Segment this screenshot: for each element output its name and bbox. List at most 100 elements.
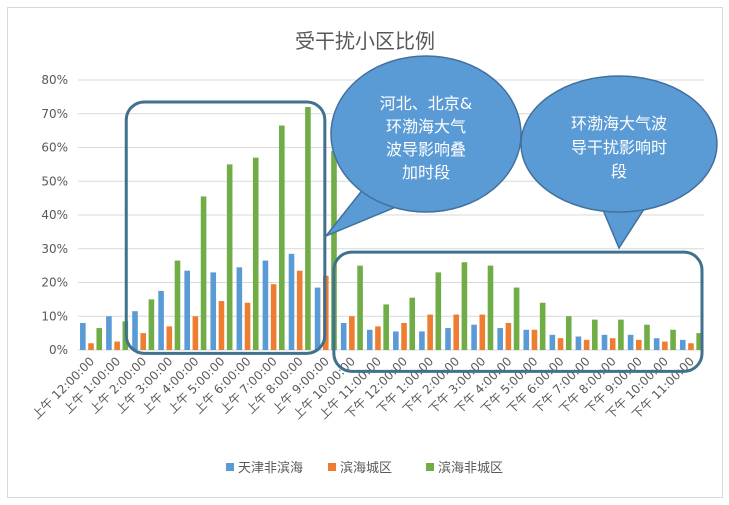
bar: [210, 272, 217, 350]
callout-text: 河北、北京&: [380, 94, 472, 113]
y-tick-label: 20%: [41, 276, 68, 290]
bar: [487, 265, 494, 350]
y-tick-label: 80%: [41, 73, 68, 87]
bar: [539, 302, 546, 350]
legend-swatch: [328, 463, 336, 471]
bar: [601, 334, 608, 350]
bar: [174, 260, 181, 350]
bar: [557, 338, 564, 350]
bar: [549, 334, 556, 350]
bar: [244, 302, 251, 350]
bar: [592, 319, 598, 350]
y-tick-label: 30%: [41, 242, 68, 256]
y-tick-label: 60%: [41, 141, 68, 155]
bar: [435, 272, 442, 350]
bar: [427, 314, 433, 350]
callout-text: 环渤海大气: [386, 117, 466, 136]
bar: [531, 329, 538, 350]
bar: [393, 331, 399, 350]
legend-label: 滨海非城区: [438, 460, 503, 476]
bar: [445, 328, 451, 350]
bar: [262, 260, 269, 350]
legend-label: 天津非滨海: [238, 460, 303, 476]
bar: [192, 316, 199, 350]
bar: [644, 324, 650, 350]
highlight-box: [124, 100, 327, 355]
y-tick-label: 70%: [41, 107, 68, 121]
chart-title: 受干扰小区比例: [295, 29, 435, 53]
bar: [80, 323, 86, 350]
y-tick-label: 0%: [49, 343, 68, 357]
bar: [513, 287, 520, 350]
bar: [106, 316, 112, 350]
bar: [670, 329, 676, 350]
callout-bubble: [330, 55, 522, 213]
bar: [279, 125, 285, 350]
bar: [679, 339, 686, 350]
bar: [349, 316, 355, 350]
bar: [505, 323, 512, 350]
chart-frame: 受干扰小区比例 0% 10% 20% 30% 40% 50% 60% 70% 80% 上午 12…: [7, 7, 723, 498]
bar: [305, 107, 311, 350]
bar: [184, 270, 190, 350]
bar: [453, 314, 460, 350]
bar: [583, 339, 590, 350]
bar: [653, 338, 660, 350]
bar: [140, 333, 147, 350]
y-tick-label: 40%: [41, 208, 68, 222]
legend-item: 天津非滨海: [226, 460, 303, 476]
bar: [409, 297, 416, 350]
bar: [331, 150, 337, 350]
legend-item: 滨海城区: [328, 460, 392, 476]
bar: [270, 284, 277, 350]
bar: [366, 329, 373, 350]
callout-text: 波导影响叠: [386, 140, 466, 159]
bar: [226, 164, 233, 350]
bar: [696, 333, 702, 350]
bar: [296, 270, 303, 350]
callout-bubble: [520, 75, 718, 213]
legend-swatch: [226, 463, 234, 471]
bar: [158, 290, 164, 350]
highlight-box: [332, 250, 704, 373]
bar: [383, 304, 389, 350]
bar: [375, 326, 381, 350]
bar: [357, 265, 363, 350]
bar: [419, 331, 425, 350]
bar: [479, 314, 486, 350]
bar: [635, 339, 642, 350]
bar: [609, 338, 616, 350]
bar: [314, 287, 321, 350]
y-tick-label: 50%: [41, 174, 68, 188]
callout-text: 导干扰影响时: [571, 138, 667, 157]
bar: [218, 301, 225, 350]
bar: [627, 334, 634, 350]
bar: [618, 319, 624, 350]
callout-text: 加时段: [402, 163, 450, 182]
bar: [497, 328, 503, 350]
legend: 天津非滨海 滨海城区 滨海非城区: [226, 460, 503, 476]
bar: [565, 316, 572, 350]
y-tick-label: 10%: [41, 309, 68, 323]
bar: [288, 253, 295, 350]
bar: [575, 336, 582, 350]
bar: [132, 311, 138, 350]
bar: [200, 196, 207, 350]
bar: [471, 324, 477, 350]
bar: [236, 267, 243, 350]
bar: [688, 343, 694, 350]
bar: [166, 326, 173, 350]
chart: 受干扰小区比例 0% 10% 20% 30% 40% 50% 60% 70% 80% 上午 12…: [29, 29, 718, 476]
bar: [523, 329, 530, 350]
legend-label: 滨海城区: [340, 460, 392, 476]
bar: [662, 341, 668, 350]
bar: [88, 343, 94, 350]
legend-item: 滨海非城区: [426, 460, 503, 476]
bar: [148, 299, 155, 350]
bars: [80, 107, 702, 350]
bar: [252, 157, 259, 350]
